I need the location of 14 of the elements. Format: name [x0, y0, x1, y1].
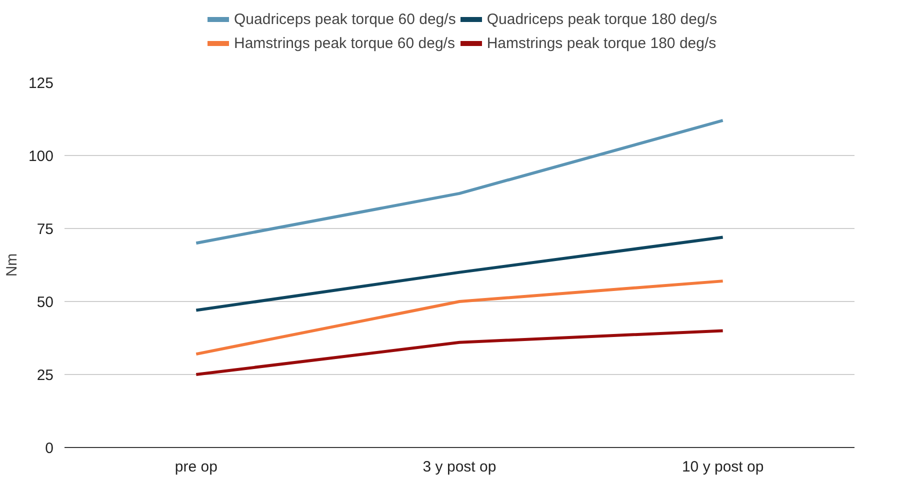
y-tick-label: 100 — [28, 148, 54, 165]
legend-label: Hamstrings peak torque 180 deg/s — [486, 34, 716, 52]
legend-label: Hamstrings peak torque 60 deg/s — [234, 34, 455, 52]
y-tick-label: 75 — [36, 221, 54, 238]
y-tick-label: 0 — [45, 440, 54, 457]
y-tick-label: 25 — [36, 367, 54, 384]
x-tick-label: pre op — [174, 458, 218, 476]
legend-label: Quadriceps peak torque 180 deg/s — [486, 10, 717, 28]
y-tick-label: 125 — [28, 75, 54, 92]
y-tick-label: 50 — [36, 294, 54, 311]
x-tick-label: 10 y post op — [682, 458, 764, 476]
x-tick-label: 3 y post op — [422, 458, 496, 476]
legend-label: Quadriceps peak torque 60 deg/s — [234, 10, 456, 28]
y-axis-title: Nm — [3, 253, 20, 277]
